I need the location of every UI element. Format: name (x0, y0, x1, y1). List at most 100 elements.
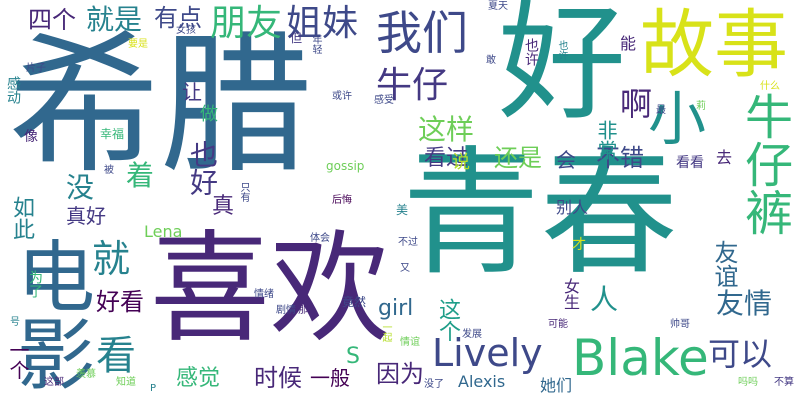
word-mei: 没 (66, 171, 95, 204)
word-busuan: 不算 (774, 377, 794, 388)
word-yexu: 也许 (523, 38, 539, 66)
word-s: S (346, 344, 360, 369)
word-ganjue: 感觉 (176, 366, 221, 391)
word-shuo: 说 (452, 152, 470, 173)
word-a: 啊 (620, 85, 653, 123)
word-xiatian: 夏天 (488, 1, 508, 12)
word-jiushi: 就是 (86, 3, 143, 36)
word-nvhai: 女孩 (176, 25, 196, 36)
word-na: 那 (298, 305, 308, 316)
word-rang: 让 (182, 80, 202, 104)
word-weile: 为了 (27, 270, 43, 298)
word-hui: 会 (556, 148, 576, 172)
word-bei: 被 (104, 165, 114, 176)
word-mei2: 美 (396, 203, 409, 217)
word-haokan: 好看 (96, 288, 144, 316)
word-tihui: 体会 (310, 233, 330, 244)
word-jiemei: 姐妹 (286, 3, 359, 44)
word-pianzi: 片子 (26, 63, 46, 74)
word-feichang: 非常 (594, 120, 618, 160)
word-women: 我们 (376, 6, 468, 60)
word-youyi: 友谊 (710, 240, 738, 288)
word-kan: 看 (96, 333, 136, 379)
word-zhen: 真 (212, 194, 235, 219)
word-jingran: 竟然 (342, 295, 367, 309)
word-niuzai: 牛仔 (376, 65, 449, 106)
word-fazhan: 发展 (462, 329, 482, 340)
word-qingchun: 青春 (402, 133, 679, 294)
word-zhiyou: 只有 (238, 182, 249, 202)
word-gossip: gossip (326, 159, 365, 173)
word-zui: 最 (656, 105, 666, 116)
word-tamen: 她们 (540, 376, 573, 395)
word-kankan: 看看 (676, 155, 704, 171)
word-ganshou: 感受 (374, 95, 394, 106)
word-shenme: 什么 (760, 81, 780, 92)
word-houhui: 后悔 (332, 195, 352, 206)
word-zhidao: 知道 (116, 377, 136, 388)
word-yaoshi: 要是 (128, 39, 148, 50)
word-qingyi: 情谊 (400, 337, 420, 348)
word-p: P (150, 383, 157, 394)
word-hao2: 号 (10, 317, 20, 328)
word-yinwei: 因为 (376, 360, 424, 388)
word-gushi: 故事 (640, 2, 788, 88)
word-xianmu: 羡慕 (76, 369, 96, 380)
word-lena: Lena (144, 222, 183, 241)
word-ruci: 如此 (9, 196, 34, 240)
word-dianying: 电影 (4, 236, 94, 392)
word-shuaige: 帅哥 (670, 319, 690, 330)
word-you: 又 (400, 263, 410, 274)
word-hao: 好 (498, 0, 627, 138)
word-nianqing: 年轻 (310, 34, 321, 54)
word-jiu: 就 (92, 237, 131, 281)
word-gandong: 感动 (5, 76, 21, 104)
word-cai: 才 (572, 237, 586, 253)
word-qu: 去 (716, 148, 733, 167)
word-kanguo: 看过 (424, 146, 469, 171)
word-zuo: 做 (200, 104, 218, 125)
word-xiang: 像 (24, 129, 38, 145)
word-zhe: 着 (126, 159, 155, 192)
word-lively: Lively (432, 331, 543, 375)
word-xila: 希腊 (8, 17, 312, 194)
word-zhenhao: 真好 (66, 204, 106, 228)
word-yehao: 也好 (186, 140, 219, 196)
word-nvsheng: 女生 (561, 278, 580, 310)
word-xihuan: 喜欢 (150, 220, 390, 359)
word-keneng: 可能 (548, 319, 568, 330)
word-juqing: 剧情 (276, 305, 296, 316)
word-xingfu: 幸福 (100, 127, 125, 141)
word-youdian: 有点 (154, 4, 202, 32)
word-mama: 吗吗 (738, 377, 758, 388)
word-haishi: 还是 (494, 144, 542, 172)
word-zheyang: 这样 (418, 113, 475, 146)
word-yige: 一个 (6, 340, 30, 380)
word-keyi: 可以 (708, 335, 773, 373)
word-meile: 没了 (424, 379, 444, 390)
word-pengyou: 朋友 (210, 3, 283, 44)
word-ren: 人 (590, 283, 619, 316)
word-bieren: 别人 (556, 198, 589, 217)
word-dan: 但 (290, 31, 303, 45)
word-blake: Blake (572, 329, 709, 387)
word-niuzaiku: 牛仔裤 (736, 92, 792, 236)
word-yiban: 一般 (310, 366, 350, 390)
word-sige: 四个 (28, 6, 76, 34)
word-gan: 敢 (486, 55, 496, 66)
word-li: 莉 (696, 101, 706, 112)
word-neng: 能 (620, 34, 637, 53)
word-shihou: 时候 (254, 364, 302, 392)
word-huoxu: 或许 (332, 91, 352, 102)
word-alexis: Alexis (458, 372, 506, 391)
word-zhege: 这个 (435, 298, 460, 342)
word-yiqi: 一起 (380, 322, 391, 342)
word-youqing: 友情 (716, 287, 773, 320)
word-zhebu: 这部 (44, 377, 64, 388)
word-buguo: 不过 (398, 237, 418, 248)
word-bucuo: 不错 (596, 144, 644, 172)
word-yexu2: 也许 (556, 40, 567, 60)
word-qingxu: 情绪 (254, 289, 274, 300)
word-xiao: 小 (648, 85, 707, 153)
